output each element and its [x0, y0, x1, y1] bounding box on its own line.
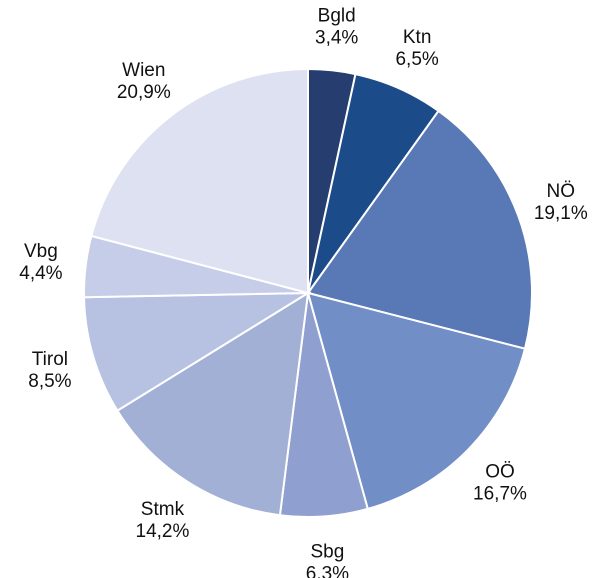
- pie-label-wien: Wien 20,9%: [117, 60, 171, 103]
- pie-labels: Bgld 3,4% Ktn 6,5% NÖ 19,1% OÖ 16,7% Sbg 6,3% Stmk…: [19, 6, 588, 578]
- pie-label-category: Ktn: [403, 27, 432, 48]
- pie-label-stmk: Stmk 14,2%: [136, 499, 190, 542]
- pie-label-category: Bgld: [318, 6, 356, 27]
- pie-label-tirol: Tirol 8,5%: [28, 349, 71, 392]
- pie-slice-tirol: [83, 291, 312, 413]
- pie-label-category: OÖ: [485, 461, 515, 482]
- pie-label-value: 8,5%: [28, 371, 71, 392]
- pie-slice-nö: [306, 109, 533, 350]
- pie-slices: [83, 67, 533, 518]
- pie-label-value: 16,7%: [473, 483, 527, 504]
- pie-label-vbg: Vbg 4,4%: [19, 241, 62, 284]
- pie-label-category: Stmk: [141, 499, 185, 520]
- pie-label-ktn: Ktn 6,5%: [395, 27, 438, 70]
- pie-label-category: Sbg: [311, 541, 345, 562]
- pie-label-value: 20,9%: [117, 82, 171, 103]
- pie-label-sbg: Sbg 6,3%: [306, 541, 349, 578]
- pie-label-category: NÖ: [547, 181, 576, 202]
- pie-slice-oö: [306, 291, 527, 511]
- pie-label-value: 6,5%: [395, 49, 438, 70]
- pie-label-oö: OÖ 16,7%: [473, 461, 527, 504]
- pie-label-nö: NÖ 19,1%: [534, 181, 588, 224]
- pie-label-value: 19,1%: [534, 203, 588, 224]
- pie-label-value: 14,2%: [136, 521, 190, 542]
- pie-label-value: 3,4%: [315, 28, 358, 49]
- pie-label-value: 4,4%: [19, 263, 62, 284]
- pie-label-category: Vbg: [24, 241, 58, 262]
- pie-label-category: Wien: [122, 60, 165, 81]
- pie-label-bgld: Bgld 3,4%: [315, 6, 358, 49]
- pie-slice-wien: [90, 67, 309, 295]
- pie-slice-stmk: [116, 291, 310, 517]
- pie-label-value: 6,3%: [306, 563, 349, 578]
- pie-label-category: Tirol: [32, 349, 68, 370]
